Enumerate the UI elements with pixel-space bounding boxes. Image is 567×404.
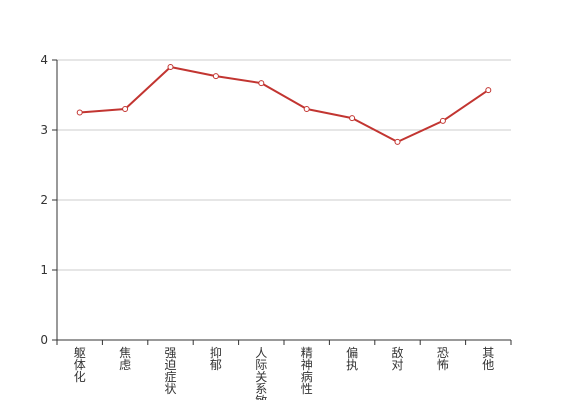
data-point[interactable] (439, 117, 446, 124)
data-point[interactable] (212, 73, 219, 80)
x-tick-label: 抑郁 (210, 345, 222, 372)
y-tick-label: 0 (40, 333, 48, 347)
grid-lines (57, 59, 511, 271)
data-point[interactable] (258, 80, 265, 87)
data-point[interactable] (303, 106, 310, 112)
x-tick-label: 恐怖 (437, 346, 449, 372)
data-point[interactable] (167, 64, 174, 70)
y-axis-tick-labels: 0 1 2 3 4 (40, 53, 48, 347)
y-tick-label: 3 (40, 123, 48, 137)
data-point[interactable] (394, 138, 401, 145)
data-point[interactable] (76, 109, 83, 116)
x-tick-label: 焦虑 (119, 346, 131, 372)
x-tick-label: 人际关系敏感 (255, 346, 267, 400)
x-tick-label: 强迫症状 (164, 346, 176, 396)
x-tick-label: 敌对 (391, 345, 403, 372)
x-axis-tick-labels: 躯体化 焦虑 强迫症状 抑郁 人际关系敏感 精神病性 偏执 敌对 恐怖 其他 (74, 345, 495, 404)
x-tick-label: 躯体化 (74, 345, 86, 384)
x-tick-label: 精神病性 (301, 346, 313, 396)
y-tick-label: 1 (40, 263, 48, 277)
data-point[interactable] (122, 106, 129, 112)
x-tick-label: 偏执 (346, 345, 358, 372)
data-point[interactable] (349, 115, 356, 122)
series-layer (76, 64, 492, 145)
data-point[interactable] (485, 87, 492, 94)
y-tick-label: 2 (40, 193, 48, 207)
x-tick-label: 其他 (482, 346, 494, 372)
series-line (79, 66, 489, 143)
y-tick-label: 4 (40, 53, 48, 67)
axes (52, 59, 512, 345)
